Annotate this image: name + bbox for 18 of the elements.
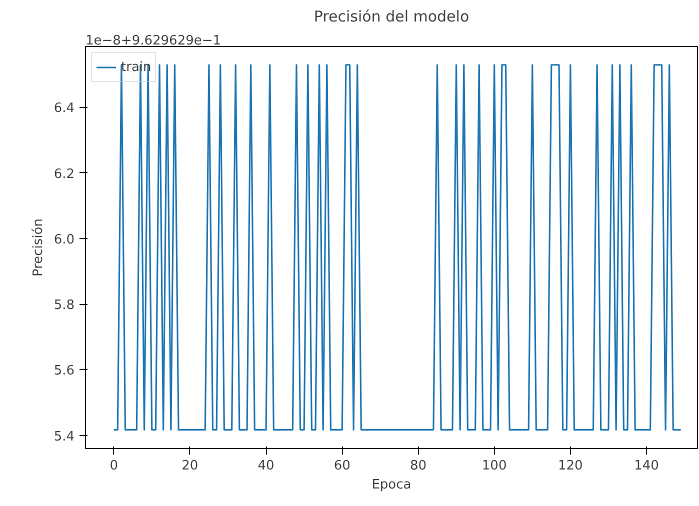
y-tick-label: 6.4 xyxy=(54,101,75,116)
x-tick-label: 80 xyxy=(410,458,427,474)
x-tick-label: 100 xyxy=(482,458,507,474)
x-tick-label: 140 xyxy=(634,458,659,474)
y-axis-title: Precisión xyxy=(30,218,46,276)
y-tick-label: 5.8 xyxy=(54,298,75,314)
y-tick-label: 5.6 xyxy=(54,364,75,379)
y-tick-label: 5.4 xyxy=(54,429,75,444)
x-axis-title: Epoca xyxy=(372,478,412,492)
x-tick-label: 120 xyxy=(558,458,583,474)
x-tick-label: 40 xyxy=(258,458,274,474)
x-tick-label: 60 xyxy=(334,458,350,474)
x-tick-label: 0 xyxy=(110,458,118,474)
chart-title: Precisión del modelo xyxy=(314,8,470,26)
y-tick-label: 6.2 xyxy=(54,166,75,182)
annotation: 1e−8+9.629629e−1 xyxy=(86,34,222,48)
x-tick-label: 20 xyxy=(182,458,198,474)
y-tick-label: 6.0 xyxy=(54,232,75,248)
